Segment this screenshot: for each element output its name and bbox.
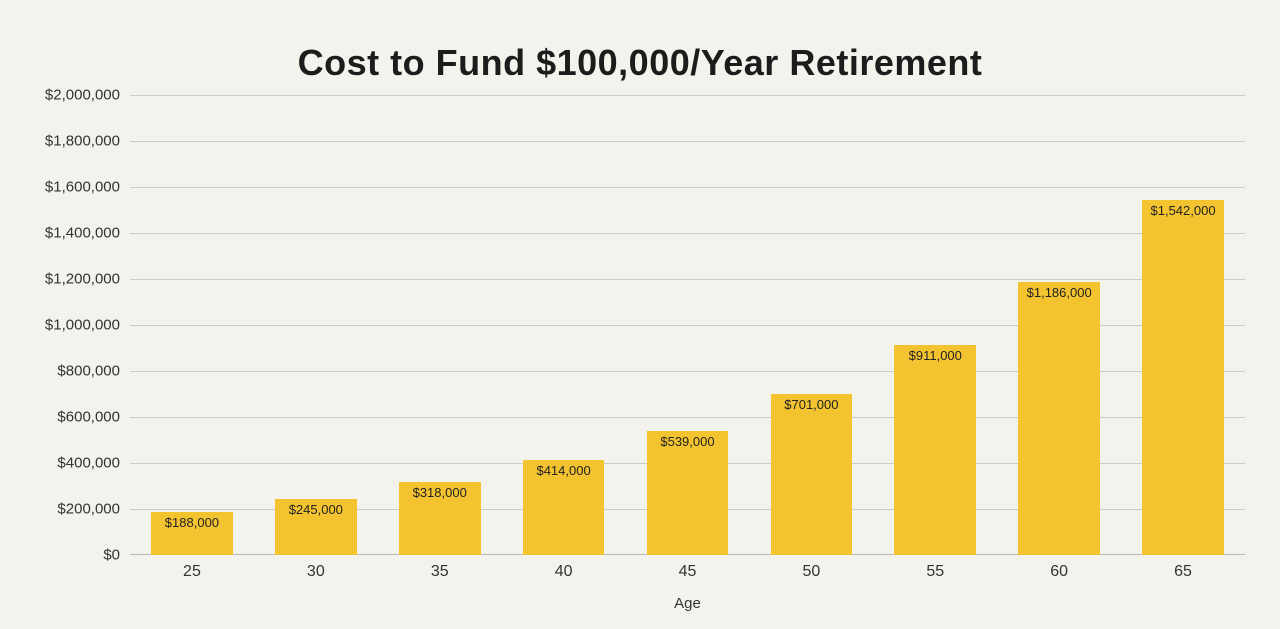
y-tick-label: $800,000 (57, 363, 130, 380)
gridline (130, 233, 1245, 234)
y-tick-label: $400,000 (57, 455, 130, 472)
bar-value-label: $318,000 (413, 485, 467, 500)
bar-value-label: $1,186,000 (1027, 285, 1092, 300)
x-tick-label: 60 (1050, 555, 1068, 581)
chart-page: Cost to Fund $100,000/Year Retirement $0… (0, 0, 1280, 629)
bar-value-label: $1,542,000 (1151, 203, 1216, 218)
bar-value-label: $188,000 (165, 515, 219, 530)
y-tick-label: $1,000,000 (45, 317, 130, 334)
bar-value-label: $701,000 (784, 397, 838, 412)
chart-title: Cost to Fund $100,000/Year Retirement (0, 42, 1280, 84)
x-tick-label: 30 (307, 555, 325, 581)
gridline (130, 141, 1245, 142)
gridline (130, 187, 1245, 188)
x-tick-label: 35 (431, 555, 449, 581)
y-tick-label: $1,400,000 (45, 225, 130, 242)
bar: $1,542,000 (1142, 200, 1224, 555)
bar: $318,000 (399, 482, 481, 555)
y-tick-label: $600,000 (57, 409, 130, 426)
x-axis-title: Age (674, 595, 701, 612)
x-tick-label: 55 (926, 555, 944, 581)
bar-value-label: $911,000 (909, 348, 962, 363)
y-tick-label: $1,600,000 (45, 179, 130, 196)
y-tick-label: $1,800,000 (45, 133, 130, 150)
bar: $911,000 (894, 345, 976, 555)
bar: $701,000 (771, 394, 853, 555)
bar: $188,000 (151, 512, 233, 555)
x-tick-label: 40 (555, 555, 573, 581)
bar: $539,000 (647, 431, 729, 555)
bar-value-label: $245,000 (289, 502, 343, 517)
bar: $1,186,000 (1018, 282, 1100, 555)
y-tick-label: $0 (103, 547, 130, 564)
bar-chart: $0$200,000$400,000$600,000$800,000$1,000… (130, 95, 1245, 555)
bar-value-label: $539,000 (660, 434, 714, 449)
y-tick-label: $200,000 (57, 501, 130, 518)
gridline (130, 95, 1245, 96)
title-highlight: $100,000/Year (536, 42, 779, 84)
bar-value-label: $414,000 (536, 463, 590, 478)
y-tick-label: $2,000,000 (45, 87, 130, 104)
y-tick-label: $1,200,000 (45, 271, 130, 288)
bar: $414,000 (523, 460, 605, 555)
title-post: Retirement (779, 42, 983, 83)
gridline (130, 279, 1245, 280)
x-tick-label: 50 (802, 555, 820, 581)
x-tick-label: 45 (679, 555, 697, 581)
plot-area: $0$200,000$400,000$600,000$800,000$1,000… (130, 95, 1245, 555)
x-tick-label: 25 (183, 555, 201, 581)
title-pre: Cost to Fund (298, 42, 536, 83)
bar: $245,000 (275, 499, 357, 555)
x-tick-label: 65 (1174, 555, 1192, 581)
